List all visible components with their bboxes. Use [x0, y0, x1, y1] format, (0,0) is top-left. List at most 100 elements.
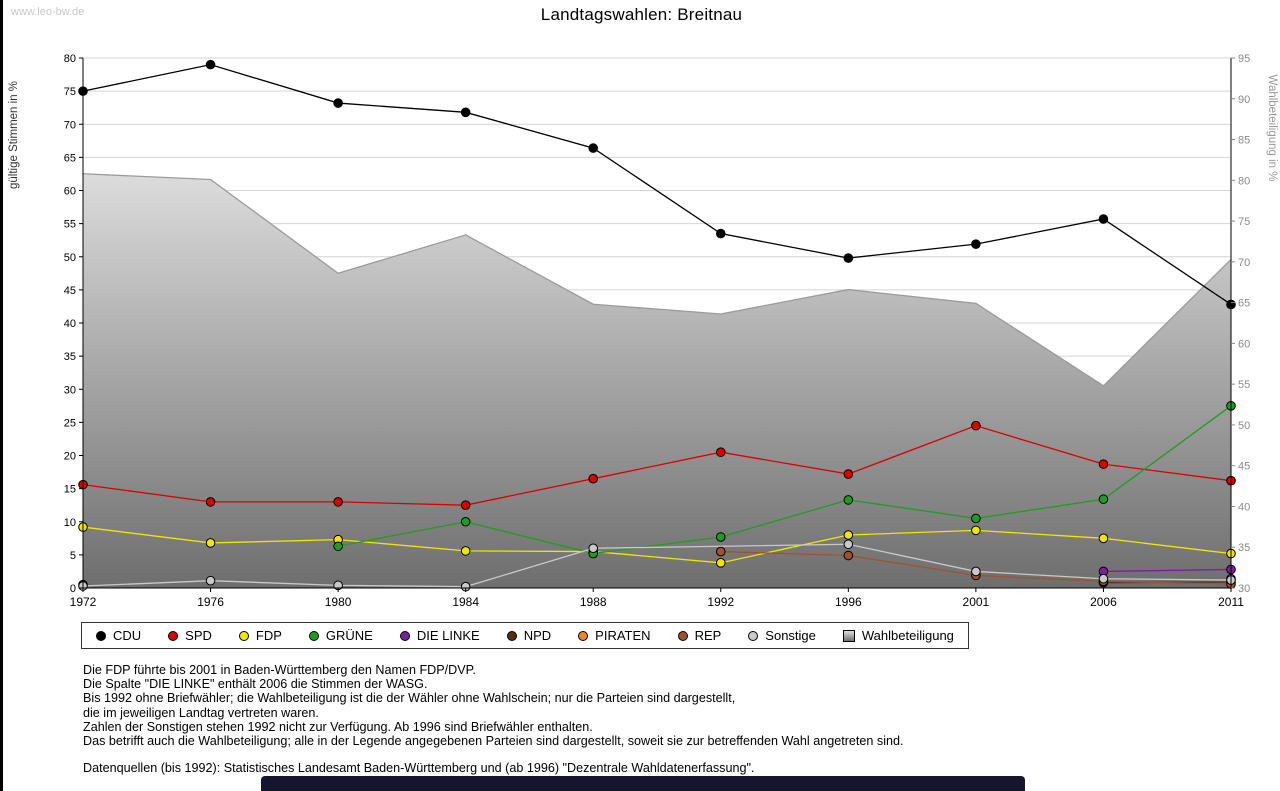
legend-label: NPD	[523, 628, 552, 643]
legend-item-die-linke: DIE LINKE	[399, 628, 480, 643]
svg-text:1976: 1976	[197, 595, 224, 609]
legend-item-fdp: FDP	[238, 628, 282, 643]
svg-text:75: 75	[64, 86, 76, 98]
svg-text:80: 80	[1238, 175, 1250, 187]
series-line-spd	[82, 425, 1232, 506]
window-taskbar[interactable]	[261, 776, 1025, 791]
svg-text:50: 50	[1238, 420, 1250, 432]
svg-text:75: 75	[1238, 216, 1250, 228]
svg-text:70: 70	[64, 119, 76, 131]
right-axis-title: Wahlbeteiligung in %	[1266, 75, 1278, 182]
turnout-area-swatch-icon	[842, 629, 855, 642]
right-axis-ticks: 30 35 40 45 50 55 60 65 70 75 80 85 90 95	[1231, 53, 1250, 595]
svg-text:30: 30	[1238, 583, 1250, 595]
legend-label: PIRATEN	[595, 628, 651, 643]
svg-text:25: 25	[64, 417, 76, 429]
svg-text:90: 90	[1238, 94, 1250, 106]
svg-text:80: 80	[64, 53, 76, 65]
footnote-line: die im jeweiligen Landtag vertreten ware…	[83, 705, 319, 720]
svg-text:65: 65	[1238, 298, 1250, 310]
svg-text:1972: 1972	[70, 595, 97, 609]
svg-text:85: 85	[1238, 135, 1250, 147]
svg-text:50: 50	[64, 252, 76, 264]
legend-item-grüne: GRÜNE	[308, 628, 373, 643]
svg-text:15: 15	[64, 484, 76, 496]
svg-text:2011: 2011	[1218, 595, 1244, 609]
series-marker-icon	[506, 630, 517, 641]
svg-text:35: 35	[1238, 542, 1250, 554]
svg-text:55: 55	[1238, 379, 1250, 391]
legend-label: SPD	[185, 628, 212, 643]
legend-item-spd: SPD	[168, 628, 212, 643]
svg-text:1988: 1988	[580, 595, 607, 609]
svg-text:70: 70	[1238, 257, 1250, 269]
footnote-line: Zahlen der Sonstigen stehen 1992 nicht z…	[83, 719, 593, 734]
watermark: www.leo-bw.de	[11, 6, 85, 18]
legend-label: GRÜNE	[325, 628, 373, 643]
svg-text:1996: 1996	[835, 595, 862, 609]
turnout-area-series	[82, 173, 1232, 589]
svg-text:10: 10	[64, 517, 76, 529]
footnote-line: Bis 1992 ohne Briefwähler; die Wahlbetei…	[83, 691, 736, 706]
svg-text:2001: 2001	[963, 595, 990, 609]
svg-text:45: 45	[64, 285, 76, 297]
series-points-cdu	[78, 59, 1236, 310]
legend-item-rep: REP	[677, 628, 722, 643]
legend-label: FDP	[255, 628, 282, 643]
series-line-die-linke	[1103, 568, 1232, 573]
svg-text:45: 45	[1238, 461, 1250, 473]
legend-label: DIE LINKE	[416, 628, 480, 643]
footnote-line: Die Spalte "DIE LINKE" enthält 2006 die …	[83, 677, 428, 692]
svg-text:60: 60	[1238, 338, 1250, 350]
svg-text:2006: 2006	[1090, 595, 1117, 609]
footnote-line: Datenquellen (bis 1992): Statistisches L…	[83, 761, 755, 776]
series-marker-icon	[578, 630, 589, 641]
legend-label: REP	[694, 628, 722, 643]
svg-text:55: 55	[64, 219, 76, 231]
legend-item-piraten: PIRATEN	[578, 628, 651, 643]
chart-footnotes: Die FDP führte bis 2001 in Baden-Württem…	[83, 663, 1280, 775]
series-marker-icon	[308, 630, 319, 641]
legend-label: Sonstige	[765, 628, 816, 643]
legend-item-sonstige: Sonstige	[748, 628, 816, 643]
chart-header: www.leo-bw.de Landtagswahlen: Breitnau	[3, 0, 1280, 40]
series-marker-icon	[677, 630, 688, 641]
footnote-line: Das betrifft auch die Wahlbeteiligung; a…	[83, 734, 904, 749]
svg-text:40: 40	[64, 318, 76, 330]
footnote-line: Die FDP führte bis 2001 in Baden-Württem…	[83, 663, 476, 677]
series-marker-icon	[748, 630, 759, 641]
svg-text:95: 95	[1238, 53, 1250, 65]
series-marker-icon	[399, 630, 410, 641]
svg-text:0: 0	[70, 583, 76, 595]
svg-text:1984: 1984	[452, 595, 479, 609]
page-title: Landtagswahlen: Breitnau	[540, 5, 743, 24]
series-marker-icon	[96, 630, 106, 641]
series-line-grüne	[337, 405, 1232, 555]
svg-text:5: 5	[70, 550, 76, 562]
election-results-chart: 0 5 10 15 20 25 30 35 40 45 50 55 60 65 70 75 80 30 35 40 45…	[8, 53, 1278, 609]
left-axis-ticks: 0 5 10 15 20 25 30 35 40 45 50 55 60 65 70 75 80	[64, 53, 83, 595]
x-axis-labels: 1972 1976 1980 1984 1988 1992 1996 2001 2006 2011	[70, 588, 1244, 609]
legend-item-npd: NPD	[506, 628, 552, 643]
svg-text:65: 65	[64, 152, 76, 164]
legend-item-wahlbeteiligung: Wahlbeteiligung	[842, 628, 954, 643]
legend-item-cdu: CDU	[96, 628, 141, 643]
series-line-fdp	[82, 526, 1232, 564]
legend-label: CDU	[113, 628, 142, 643]
svg-text:40: 40	[1238, 501, 1250, 513]
svg-text:20: 20	[64, 451, 76, 463]
series-line-cdu	[82, 63, 1232, 305]
footnote-line	[83, 748, 1280, 761]
left-axis-title: gültige Stimmen in %	[8, 81, 20, 189]
svg-text:1992: 1992	[707, 595, 734, 609]
series-marker-icon	[168, 630, 179, 641]
chart-legend: CDU SPD FDP GRÜNE DIE LINKE NPD PIRATEN REP Sons…	[81, 622, 969, 649]
svg-text:35: 35	[64, 351, 76, 363]
series-points-spd	[78, 420, 1236, 510]
series-marker-icon	[238, 630, 249, 641]
legend-label: Wahlbeteiligung	[861, 628, 954, 643]
svg-text:1980: 1980	[325, 595, 352, 609]
series-points-grüne	[333, 401, 1236, 559]
svg-text:60: 60	[64, 186, 76, 198]
svg-text:30: 30	[64, 384, 76, 396]
